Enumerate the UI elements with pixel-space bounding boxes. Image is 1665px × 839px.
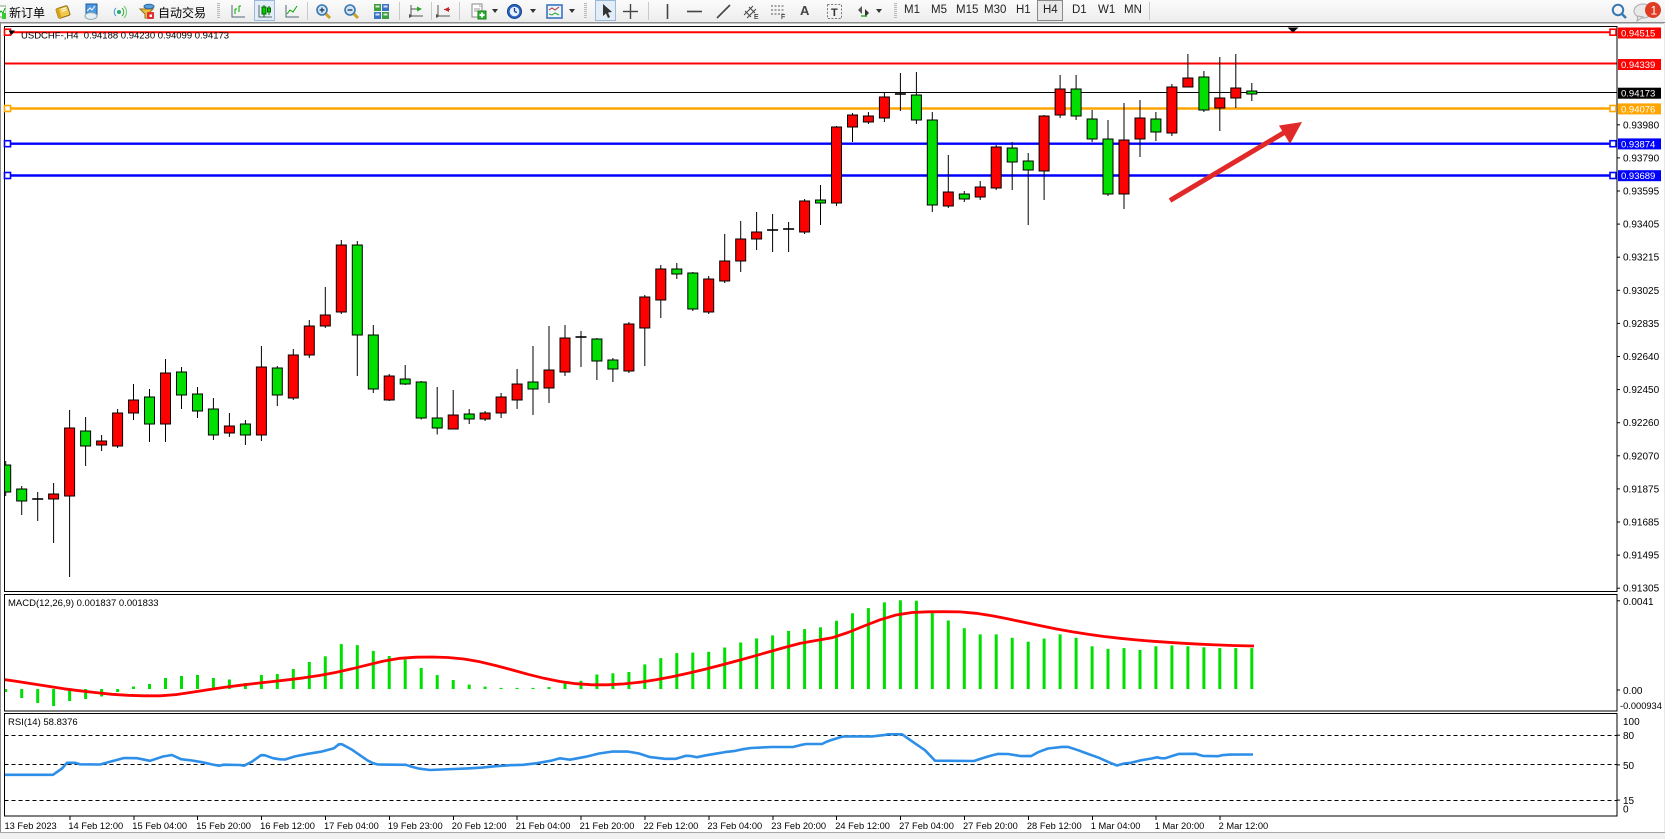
svg-text:23 Feb 04:00: 23 Feb 04:00: [707, 821, 762, 831]
svg-text:19 Feb 23:00: 19 Feb 23:00: [388, 821, 443, 831]
svg-text:23 Feb 20:00: 23 Feb 20:00: [771, 821, 826, 831]
svg-text:2 Mar 12:00: 2 Mar 12:00: [1219, 821, 1269, 831]
svg-text:21 Feb 04:00: 21 Feb 04:00: [516, 821, 571, 831]
svg-text:0.94076: 0.94076: [1621, 104, 1655, 115]
svg-text:0.91875: 0.91875: [1623, 484, 1660, 495]
svg-text:E: E: [754, 14, 759, 20]
svg-text:0.94173: 0.94173: [1621, 89, 1655, 100]
svg-text:100: 100: [1623, 717, 1640, 728]
svg-text:80: 80: [1623, 731, 1635, 742]
svg-text:1 Mar 04:00: 1 Mar 04:00: [1091, 821, 1141, 831]
svg-text:0.00: 0.00: [1623, 686, 1643, 697]
svg-text:28 Feb 12:00: 28 Feb 12:00: [1027, 821, 1082, 831]
svg-text:16 Feb 12:00: 16 Feb 12:00: [260, 821, 315, 831]
svg-text:0.93405: 0.93405: [1623, 220, 1660, 231]
svg-text:0: 0: [1623, 805, 1629, 816]
svg-text:USDCHF-,H4 0.94188 0.94230 0.: USDCHF-,H4 0.94188 0.94230 0.94099 0.941…: [21, 30, 229, 41]
svg-text:0.0041: 0.0041: [1623, 597, 1654, 608]
svg-text:0.94339: 0.94339: [1621, 60, 1655, 71]
svg-text:0.93874: 0.93874: [1621, 139, 1655, 150]
svg-text:0.93689: 0.93689: [1621, 171, 1655, 182]
svg-text:0.94515: 0.94515: [1621, 29, 1655, 40]
svg-text:-0.000934: -0.000934: [1620, 701, 1662, 711]
svg-text:13 Feb 2023: 13 Feb 2023: [5, 821, 57, 831]
svg-text:17 Feb 04:00: 17 Feb 04:00: [324, 821, 379, 831]
svg-text:0.92450: 0.92450: [1623, 385, 1660, 396]
svg-text:T: T: [831, 7, 838, 19]
svg-text:22 Feb 12:00: 22 Feb 12:00: [644, 821, 699, 831]
svg-text:0.93790: 0.93790: [1623, 153, 1660, 164]
svg-text:0.92835: 0.92835: [1623, 319, 1660, 330]
svg-text:21 Feb 20:00: 21 Feb 20:00: [580, 821, 635, 831]
svg-text:1 Mar 20:00: 1 Mar 20:00: [1155, 821, 1205, 831]
svg-text:0.92070: 0.92070: [1623, 451, 1660, 462]
svg-text:50: 50: [1623, 761, 1635, 772]
svg-text:0.92260: 0.92260: [1623, 418, 1660, 429]
svg-text:0.93215: 0.93215: [1623, 253, 1660, 264]
svg-text:F: F: [781, 14, 785, 20]
svg-text:0.91685: 0.91685: [1623, 518, 1660, 529]
svg-text:0.91305: 0.91305: [1623, 584, 1660, 595]
svg-text:0.93025: 0.93025: [1623, 286, 1660, 297]
svg-text:RSI(14) 58.8376: RSI(14) 58.8376: [8, 717, 78, 728]
svg-text:14 Feb 12:00: 14 Feb 12:00: [68, 821, 123, 831]
svg-text:0.93595: 0.93595: [1623, 187, 1660, 198]
svg-text:15: 15: [1623, 796, 1635, 807]
svg-text:15 Feb 04:00: 15 Feb 04:00: [132, 821, 187, 831]
svg-text:MACD(12,26,9) 0.001837 0.00183: MACD(12,26,9) 0.001837 0.001833: [8, 598, 159, 609]
svg-text:24 Feb 12:00: 24 Feb 12:00: [835, 821, 890, 831]
svg-text:1: 1: [1651, 4, 1658, 18]
svg-text:27 Feb 04:00: 27 Feb 04:00: [899, 821, 954, 831]
svg-text:0.92640: 0.92640: [1623, 352, 1660, 363]
svg-text:20 Feb 12:00: 20 Feb 12:00: [452, 821, 507, 831]
svg-text:0.91495: 0.91495: [1623, 551, 1660, 562]
svg-text:0.93980: 0.93980: [1623, 120, 1660, 131]
svg-text:27 Feb 20:00: 27 Feb 20:00: [963, 821, 1018, 831]
svg-text:15 Feb 20:00: 15 Feb 20:00: [196, 821, 251, 831]
